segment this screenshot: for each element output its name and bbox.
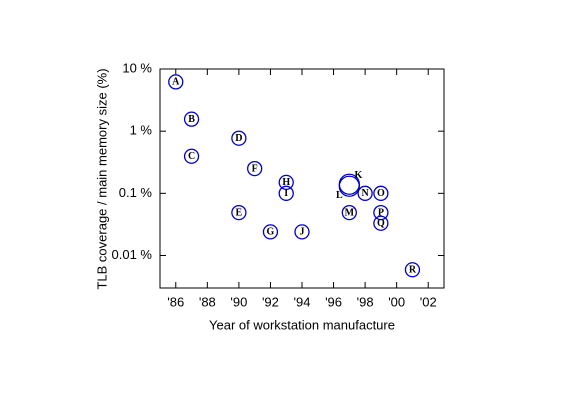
y-tick-label: 1 % — [130, 123, 153, 138]
point-label: C — [188, 151, 195, 162]
point-label: H — [282, 177, 290, 188]
point-label: A — [172, 77, 180, 88]
point-label: G — [267, 227, 275, 238]
y-tick-label: 0.01 % — [112, 247, 153, 262]
point-label: K — [354, 170, 362, 181]
point — [373, 204, 389, 221]
point-label: N — [361, 188, 369, 199]
x-tick-label: '94 — [294, 294, 311, 309]
x-tick-label: '00 — [388, 294, 405, 309]
x-tick-label: '98 — [357, 294, 374, 309]
point — [278, 174, 294, 191]
y-axis-label: TLB coverage / main memory size (%) — [94, 68, 109, 289]
point-label: M — [345, 207, 355, 218]
point — [231, 204, 247, 221]
point-label: B — [188, 114, 195, 125]
point — [373, 215, 389, 231]
point — [183, 148, 200, 164]
point — [404, 262, 421, 278]
point — [231, 130, 247, 146]
point-label: Q — [377, 218, 385, 229]
x-tick-label: '88 — [199, 294, 216, 309]
point — [357, 185, 373, 201]
point — [183, 111, 200, 127]
point-label: L — [336, 190, 343, 201]
point — [278, 185, 294, 201]
point — [338, 175, 360, 197]
point — [262, 224, 279, 240]
point-label: I — [284, 188, 288, 199]
x-axis-label: Year of workstation manufacture — [209, 317, 395, 332]
x-tick-label: '86 — [167, 294, 184, 309]
point — [247, 160, 263, 177]
point-label: E — [236, 207, 243, 218]
point-label: F — [252, 163, 258, 174]
x-tick-label: '02 — [420, 294, 437, 309]
x-tick-label: '92 — [262, 294, 279, 309]
y-tick-label: 10 % — [122, 60, 152, 75]
point-label: D — [235, 133, 242, 144]
point — [294, 224, 310, 240]
point-label: J — [300, 227, 305, 238]
x-tick-label: '96 — [325, 294, 342, 309]
point — [373, 185, 389, 201]
point — [341, 204, 357, 221]
point-label: R — [409, 265, 417, 276]
point — [168, 74, 184, 90]
point-label: O — [377, 188, 385, 199]
plot-frame — [159, 68, 445, 289]
y-tick-label: 0.1 % — [119, 185, 153, 200]
point-label: P — [378, 207, 384, 218]
x-tick-label: '90 — [230, 294, 247, 309]
